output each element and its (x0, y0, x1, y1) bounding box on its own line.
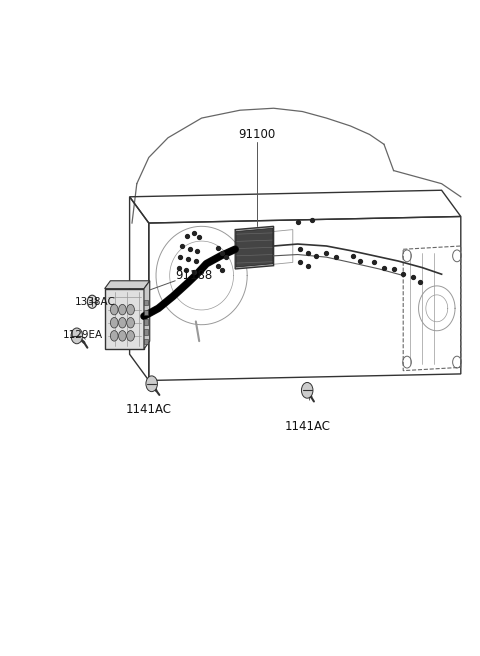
Text: 1141AC: 1141AC (126, 403, 172, 417)
Circle shape (119, 331, 126, 341)
Circle shape (71, 328, 83, 344)
Bar (144, 339, 148, 344)
Circle shape (127, 331, 134, 341)
Circle shape (146, 376, 157, 392)
Circle shape (301, 382, 313, 398)
Circle shape (110, 304, 118, 315)
Polygon shape (105, 281, 150, 289)
Text: 1141AC: 1141AC (284, 420, 330, 433)
Text: 1338AC: 1338AC (74, 297, 115, 307)
Bar (144, 300, 148, 305)
Bar (144, 319, 148, 325)
Bar (144, 310, 148, 315)
Circle shape (110, 318, 118, 328)
Circle shape (127, 304, 134, 315)
Bar (144, 329, 148, 335)
Circle shape (87, 295, 97, 308)
Circle shape (110, 331, 118, 341)
Polygon shape (236, 228, 273, 267)
Text: 91188: 91188 (175, 269, 213, 282)
Circle shape (119, 304, 126, 315)
Text: 1129EA: 1129EA (62, 329, 103, 340)
Polygon shape (144, 281, 150, 349)
Polygon shape (105, 289, 144, 349)
Text: 91100: 91100 (238, 128, 276, 141)
Polygon shape (235, 226, 274, 269)
Circle shape (127, 318, 134, 328)
Circle shape (119, 318, 126, 328)
